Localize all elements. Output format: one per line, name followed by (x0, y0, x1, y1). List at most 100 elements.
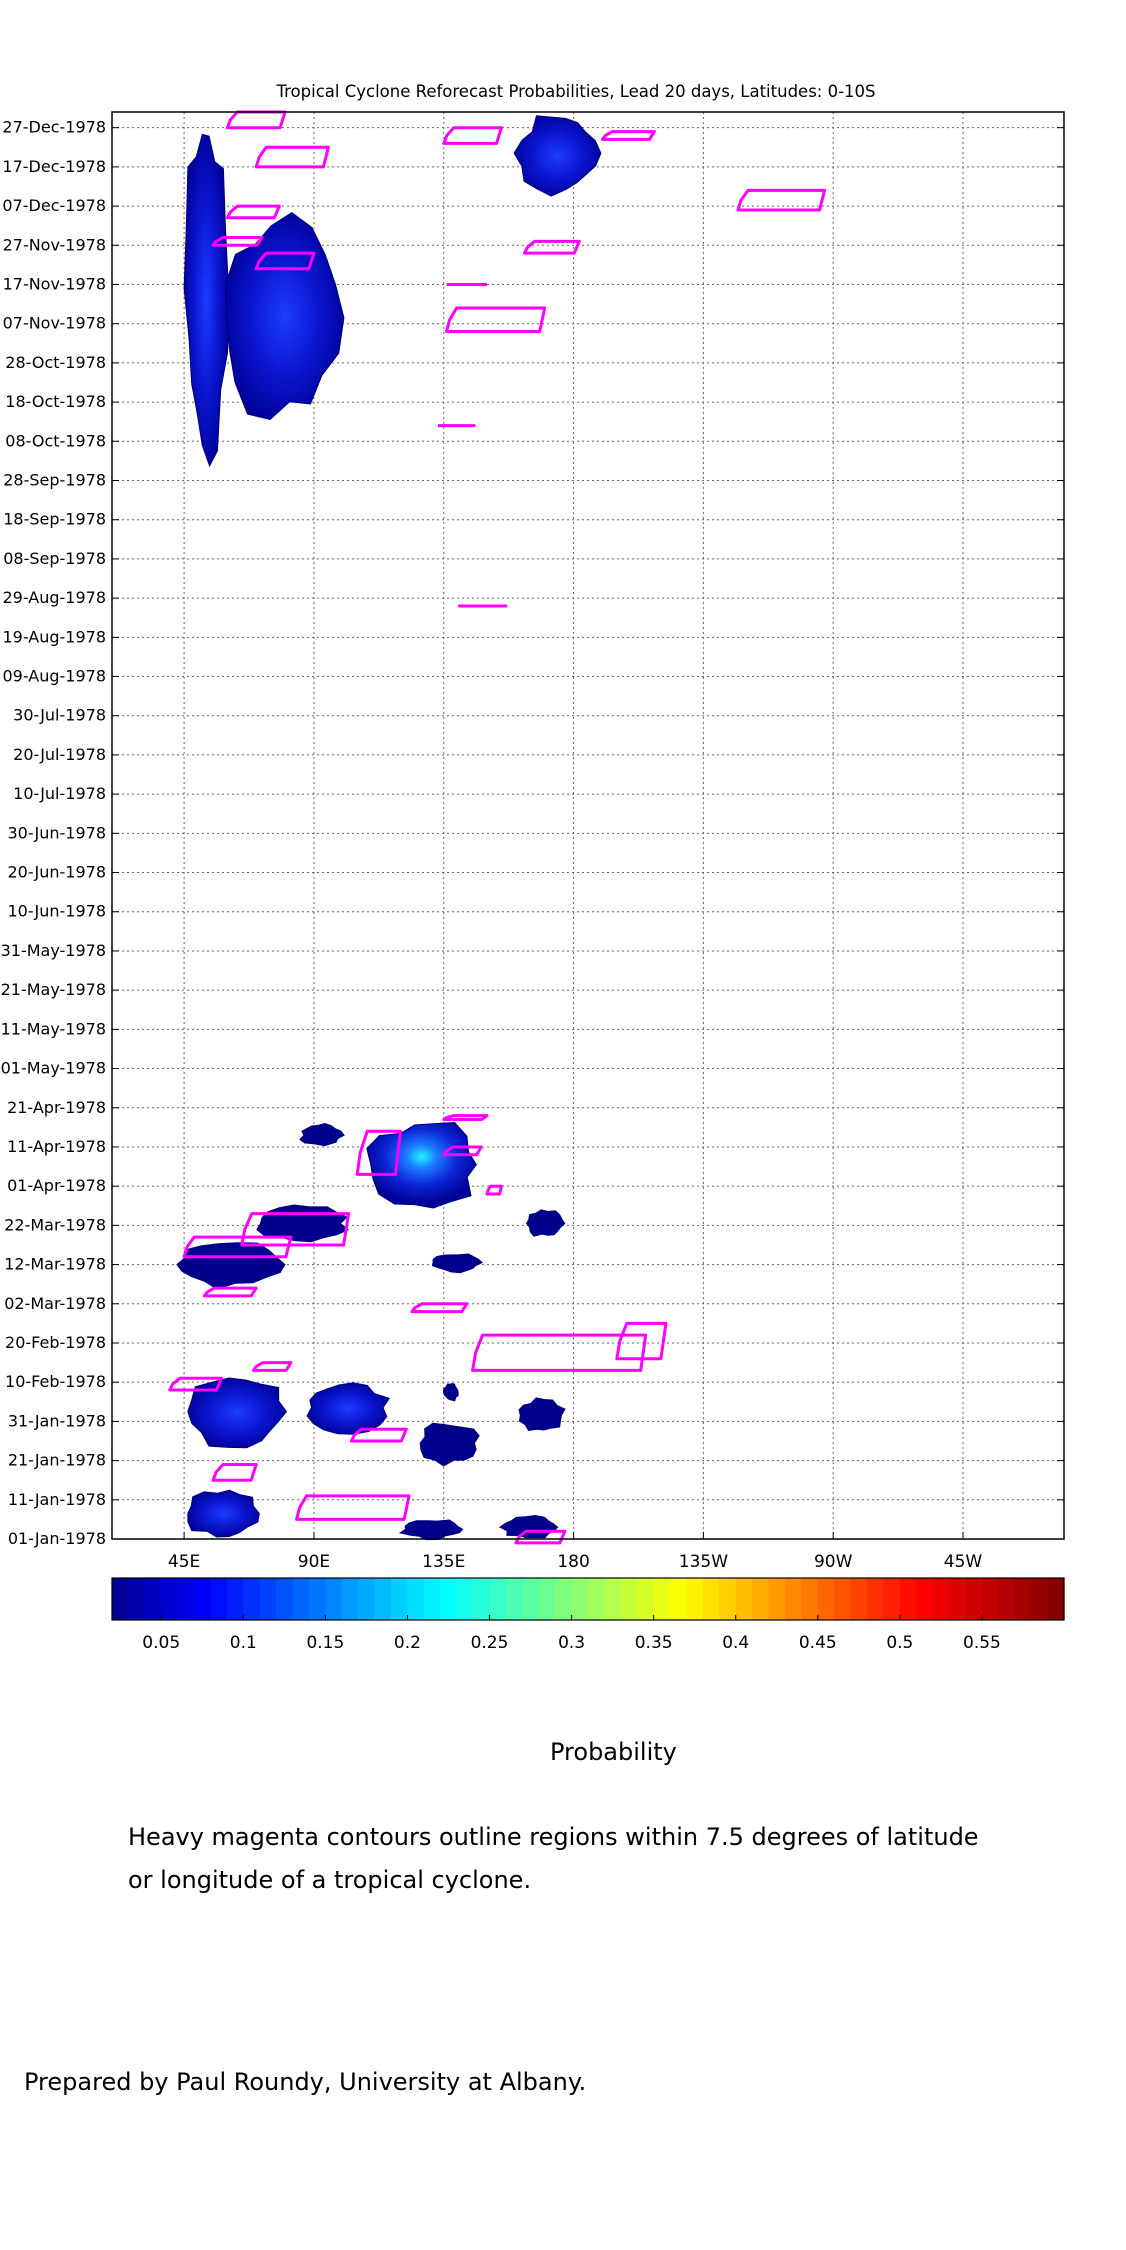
chart-title: Tropical Cyclone Reforecast Probabilitie… (275, 82, 875, 101)
probability-region (299, 1122, 345, 1147)
colorbar-cell (226, 1578, 244, 1620)
y-tick-label: 18-Sep-1978 (3, 510, 106, 529)
x-tick-label: 90W (814, 1552, 853, 1572)
colorbar-cell (702, 1578, 720, 1620)
y-tick-label: 31-May-1978 (1, 941, 106, 960)
cyclone-contour (471, 1333, 648, 1372)
probability-region (398, 1519, 464, 1541)
cyclone-contour (410, 1302, 469, 1314)
x-tick-label: 90E (298, 1552, 330, 1572)
y-tick-label: 09-Aug-1978 (2, 667, 106, 686)
y-tick-label: 20-Jul-1978 (13, 745, 106, 764)
y-tick-label: 29-Aug-1978 (2, 588, 106, 607)
x-tick-label: 180 (557, 1552, 589, 1572)
colorbar-cell (998, 1578, 1016, 1620)
cyclone-contours (168, 110, 827, 1545)
note-line-1: Heavy magenta contours outline regions w… (128, 1823, 979, 1851)
y-tick-label: 28-Oct-1978 (5, 353, 106, 372)
colorbar-cell (489, 1578, 507, 1620)
colorbar-tick-label: 0.3 (558, 1633, 585, 1653)
y-tick-label: 11-May-1978 (1, 1019, 106, 1038)
cyclone-contour (514, 1529, 567, 1545)
y-tick-label: 10-Jun-1978 (7, 902, 106, 921)
y-tick-label: 07-Dec-1978 (2, 196, 106, 215)
cyclone-contour (202, 1286, 258, 1298)
cyclone-contour (355, 1129, 402, 1176)
colorbar-cell (899, 1578, 917, 1620)
colorbar: 0.05 0.1 0.15 0.2 0.25 0.3 0.35 0.4 0.45 0.5 0.55 (111, 1577, 1065, 1653)
cyclone-contour (254, 145, 330, 169)
y-tick-label: 19-Aug-1978 (2, 627, 106, 646)
colorbar-cell (932, 1578, 950, 1620)
hovmoller-chart: Tropical Cyclone Reforecast Probabilitie… (1, 82, 1065, 1653)
grid-lines (112, 112, 1064, 1540)
colorbar-cell (555, 1578, 573, 1620)
cyclone-contour (251, 1361, 293, 1372)
y-tick-label: 17-Nov-1978 (3, 274, 106, 293)
cyclone-contour (445, 306, 547, 333)
colorbar-cell (768, 1578, 786, 1620)
probability-region (498, 1514, 559, 1539)
colorbar-cell (752, 1578, 770, 1620)
colorbar-cell (276, 1578, 294, 1620)
colorbar-cell (670, 1578, 688, 1620)
colorbar-cell (423, 1578, 441, 1620)
credit-line: Prepared by Paul Roundy, University at A… (24, 2068, 587, 2096)
cyclone-contour (349, 1427, 408, 1443)
colorbar-tick-label: 0.25 (471, 1633, 509, 1653)
probability-region (224, 211, 345, 421)
x-tick-label: 135W (679, 1552, 728, 1572)
y-tick-label: 07-Nov-1978 (3, 314, 106, 333)
x-tick-label: 45W (944, 1552, 983, 1572)
y-tick-label: 10-Jul-1978 (13, 784, 106, 803)
y-tick-label: 20-Jun-1978 (7, 863, 106, 882)
colorbar-cell (1031, 1578, 1049, 1620)
y-axis-ticks: 01-Jan-1978 11-Jan-1978 21-Jan-1978 31-Jan-… (1, 118, 1064, 1548)
colorbar-cell (784, 1578, 802, 1620)
cyclone-contour (442, 1114, 489, 1121)
cyclone-contour (168, 1376, 224, 1392)
y-tick-label: 02-Mar-1978 (4, 1294, 106, 1313)
colorbar-cell (637, 1578, 655, 1620)
y-tick-label: 01-May-1978 (1, 1059, 106, 1078)
cyclone-contour (485, 1184, 503, 1196)
y-tick-label: 12-Mar-1978 (4, 1255, 106, 1274)
y-tick-label: 17-Dec-1978 (2, 157, 106, 176)
colorbar-cell (358, 1578, 376, 1620)
colorbar-tick-label: 0.05 (142, 1633, 180, 1653)
cyclone-contour (225, 110, 287, 130)
cyclone-contour (442, 1145, 483, 1157)
colorbar-cell (965, 1578, 983, 1620)
colorbar-cell (817, 1578, 835, 1620)
colorbar-cell (292, 1578, 310, 1620)
colorbar-cell (981, 1578, 999, 1620)
probability-region (366, 1121, 477, 1209)
colorbar-cell (522, 1578, 540, 1620)
colorbar-cell (834, 1578, 852, 1620)
cyclone-contour (211, 236, 264, 247)
y-tick-label: 30-Jul-1978 (13, 706, 106, 725)
probability-region (187, 1489, 260, 1538)
colorbar-cell (308, 1578, 326, 1620)
colorbar-cell (112, 1578, 130, 1620)
colorbar-tick-label: 0.55 (963, 1633, 1001, 1653)
y-tick-label: 28-Sep-1978 (3, 471, 106, 490)
y-tick-label: 11-Apr-1978 (7, 1137, 106, 1156)
colorbar-tick-label: 0.1 (230, 1633, 257, 1653)
colorbar-cell (259, 1578, 277, 1620)
colorbar-cell (144, 1578, 162, 1620)
y-tick-label: 27-Dec-1978 (2, 118, 106, 137)
probability-region (306, 1382, 391, 1435)
colorbar-cell (177, 1578, 195, 1620)
y-tick-label: 01-Apr-1978 (7, 1176, 106, 1195)
colorbar-label: Probability (550, 1738, 677, 1766)
colorbar-cell (243, 1578, 261, 1620)
colorbar-cell (440, 1578, 458, 1620)
y-tick-label: 01-Jan-1978 (8, 1529, 106, 1548)
y-tick-label: 22-Mar-1978 (4, 1215, 106, 1234)
y-tick-label: 20-Feb-1978 (5, 1333, 106, 1352)
x-tick-label: 135E (422, 1552, 465, 1572)
colorbar-cell (850, 1578, 868, 1620)
plot-frame (111, 111, 1065, 1540)
colorbar-cell (161, 1578, 179, 1620)
